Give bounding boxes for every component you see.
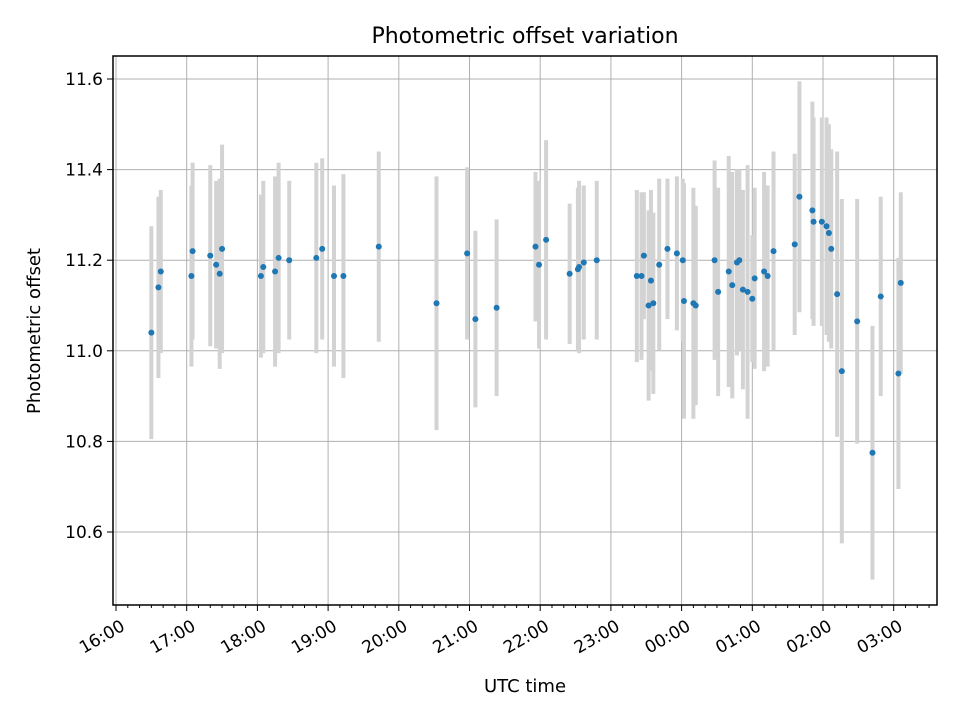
data-point: [749, 295, 756, 302]
data-point: [739, 286, 746, 293]
data-point: [751, 275, 758, 282]
data-point: [828, 245, 835, 252]
data-point: [433, 300, 440, 307]
data-point: [493, 304, 500, 311]
data-point: [640, 252, 647, 259]
data-point: [207, 252, 214, 259]
data-point: [286, 257, 293, 264]
data-point: [796, 193, 803, 200]
data-point: [536, 261, 543, 268]
x-axis-label: UTC time: [484, 676, 566, 697]
data-point: [770, 248, 777, 255]
data-point: [472, 316, 479, 323]
data-point: [189, 248, 196, 255]
data-point: [464, 250, 471, 257]
data-point: [330, 273, 337, 280]
data-point: [764, 273, 771, 280]
data-point: [647, 277, 654, 284]
data-point: [854, 318, 861, 325]
data-point: [744, 288, 751, 295]
data-point: [761, 268, 768, 275]
data-point: [576, 263, 583, 270]
data-point: [638, 273, 645, 280]
data-point: [319, 245, 326, 252]
data-point: [257, 273, 264, 280]
data-point: [895, 370, 902, 377]
y-axis-label: Photometric offset: [24, 248, 45, 414]
data-point: [272, 268, 279, 275]
data-point: [680, 297, 687, 304]
data-point: [711, 257, 718, 264]
y-tick-label: 11.2: [65, 251, 103, 271]
data-point: [725, 268, 732, 275]
data-point: [216, 270, 223, 277]
data-point: [736, 257, 743, 264]
data-point: [838, 368, 845, 375]
data-point: [791, 241, 798, 248]
data-point: [213, 261, 220, 268]
data-point: [188, 273, 195, 280]
data-point: [532, 243, 539, 250]
data-point: [566, 270, 573, 277]
data-point: [148, 329, 155, 336]
data-point: [313, 254, 320, 261]
data-point: [673, 250, 680, 257]
data-points: [148, 193, 904, 456]
data-point: [818, 218, 825, 225]
y-tick-label: 11.6: [65, 70, 103, 90]
data-point: [823, 223, 830, 230]
data-point: [580, 259, 587, 266]
data-point: [593, 257, 600, 264]
data-point: [692, 302, 699, 309]
data-point: [834, 291, 841, 298]
data-point: [155, 284, 162, 291]
data-point: [340, 273, 347, 280]
data-point: [810, 218, 817, 225]
data-point: [633, 273, 640, 280]
data-point: [650, 300, 657, 307]
data-point: [664, 245, 671, 252]
data-point: [656, 261, 663, 268]
plot-frame: [112, 55, 938, 606]
data-point: [897, 279, 904, 286]
data-point: [825, 230, 832, 237]
data-point: [715, 288, 722, 295]
y-tick-label: 10.6: [65, 523, 103, 543]
data-point: [260, 263, 267, 270]
y-tick-label: 11.4: [65, 161, 103, 181]
chart-title: Photometric offset variation: [371, 24, 678, 49]
data-point: [809, 207, 816, 214]
y-tick-label: 10.8: [65, 432, 103, 452]
data-point: [543, 236, 550, 243]
data-point: [219, 245, 226, 252]
data-point: [679, 257, 686, 264]
data-point: [869, 449, 876, 456]
data-point: [645, 302, 652, 309]
data-point: [877, 293, 884, 300]
data-point: [275, 254, 282, 261]
data-point: [729, 282, 736, 289]
data-point: [157, 268, 164, 275]
data-point: [375, 243, 382, 250]
y-tick-label: 11.0: [65, 342, 103, 362]
